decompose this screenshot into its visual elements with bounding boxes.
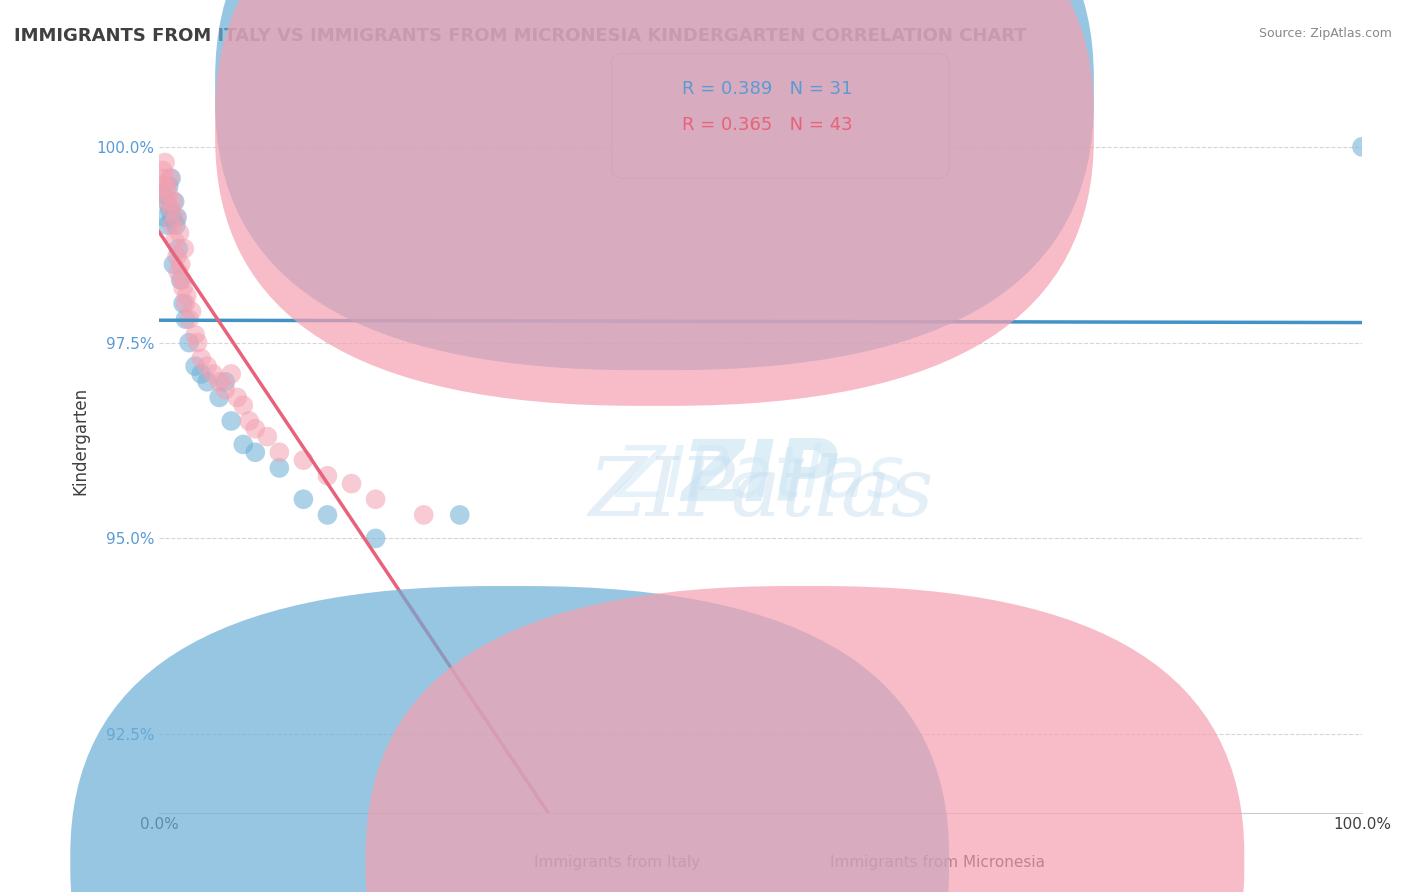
Text: ZIPatlas: ZIPatlas — [616, 443, 905, 512]
Point — [238, 414, 260, 428]
Point — [162, 194, 184, 209]
Point — [165, 218, 187, 232]
Point — [174, 312, 197, 326]
Point — [340, 476, 363, 491]
Point — [412, 508, 434, 522]
Point — [184, 359, 207, 373]
Point — [232, 398, 254, 412]
Point — [159, 171, 181, 186]
Text: IMMIGRANTS FROM ITALY VS IMMIGRANTS FROM MICRONESIA KINDERGARTEN CORRELATION CHA: IMMIGRANTS FROM ITALY VS IMMIGRANTS FROM… — [14, 27, 1026, 45]
Point — [163, 194, 186, 209]
Point — [153, 211, 176, 225]
Point — [160, 202, 183, 217]
Point — [170, 273, 193, 287]
Point — [170, 273, 193, 287]
Point — [449, 508, 471, 522]
Point — [316, 508, 339, 522]
Point — [155, 179, 177, 194]
Point — [179, 312, 201, 326]
Point — [172, 296, 194, 310]
Point — [202, 367, 225, 381]
Text: R = 0.365   N = 43: R = 0.365 N = 43 — [682, 116, 852, 134]
Point — [166, 211, 188, 225]
Point — [159, 202, 181, 217]
Point — [186, 335, 208, 350]
Point — [179, 335, 201, 350]
Point — [180, 304, 202, 318]
Point — [162, 257, 184, 271]
Point — [245, 445, 267, 459]
Point — [162, 211, 184, 225]
Point — [162, 218, 184, 232]
Point — [190, 367, 212, 381]
Point — [163, 234, 186, 248]
Point — [219, 367, 242, 381]
Point — [1351, 140, 1374, 154]
Point — [214, 375, 236, 389]
Point — [170, 257, 193, 271]
Text: ZIP: ZIP — [682, 436, 839, 519]
Point — [219, 414, 242, 428]
Point — [208, 375, 231, 389]
Point — [165, 211, 187, 225]
Point — [160, 171, 183, 186]
Point — [169, 226, 191, 240]
Point — [156, 218, 179, 232]
Y-axis label: Kindergarten: Kindergarten — [72, 386, 89, 494]
Text: R = 0.389   N = 31: R = 0.389 N = 31 — [682, 80, 852, 98]
Point — [232, 437, 254, 451]
Text: Immigrants from Italy: Immigrants from Italy — [534, 855, 700, 870]
Point — [195, 375, 218, 389]
Point — [150, 179, 173, 194]
Point — [172, 281, 194, 295]
Point — [256, 429, 278, 443]
Point — [214, 383, 236, 397]
Point — [152, 186, 174, 201]
Point — [292, 492, 315, 507]
Point — [364, 492, 387, 507]
Point — [190, 351, 212, 366]
Text: Source: ZipAtlas.com: Source: ZipAtlas.com — [1258, 27, 1392, 40]
Point — [269, 445, 291, 459]
Point — [153, 171, 176, 186]
Point — [153, 155, 176, 169]
Point — [157, 186, 180, 201]
Point — [174, 296, 197, 310]
Point — [269, 461, 291, 475]
Point — [156, 194, 179, 209]
Point — [292, 453, 315, 467]
Text: Immigrants from Micronesia: Immigrants from Micronesia — [830, 855, 1045, 870]
Point — [157, 179, 180, 194]
Point — [167, 265, 190, 279]
Point — [245, 422, 267, 436]
Point — [208, 391, 231, 405]
Point — [316, 468, 339, 483]
Point — [195, 359, 218, 373]
Point — [364, 532, 387, 546]
Point — [167, 242, 190, 256]
Point — [173, 242, 195, 256]
Text: ZIPatlas: ZIPatlas — [588, 452, 934, 533]
Point — [166, 250, 188, 264]
Point — [226, 391, 249, 405]
Point — [155, 194, 177, 209]
Point — [176, 288, 198, 302]
Point — [152, 163, 174, 178]
Point — [184, 327, 207, 342]
